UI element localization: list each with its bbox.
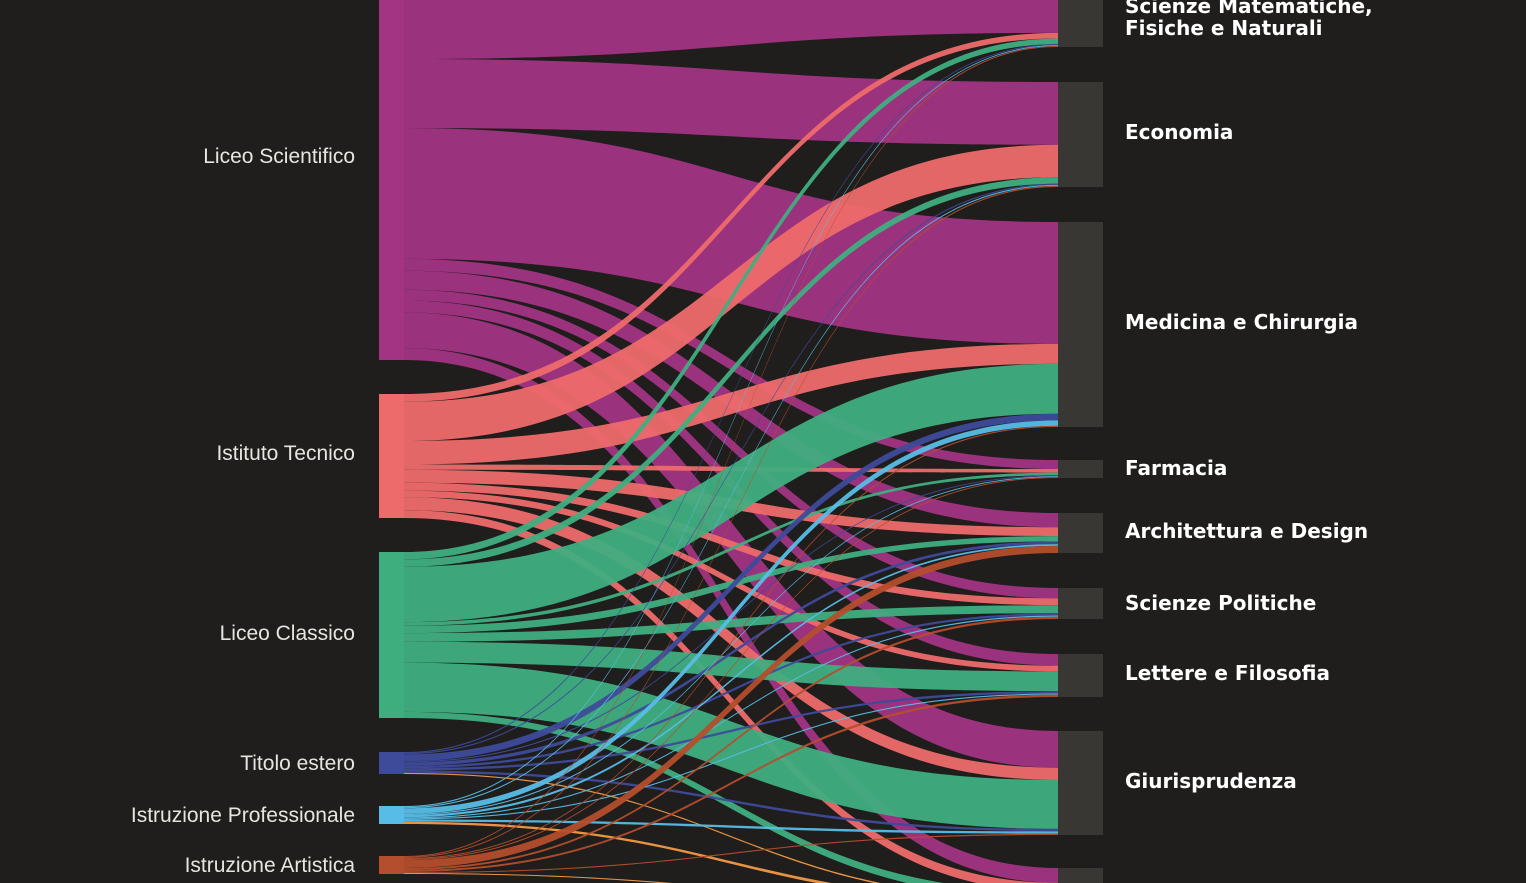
flow-it-to-med [404, 343, 1058, 465]
flow-te-to-lf [404, 691, 1058, 771]
flow-te-to-eco [404, 183, 1058, 755]
flow-ls-to-far [404, 258, 1058, 469]
flow-lc-to-smfn [404, 38, 1058, 560]
flow-ip-to-sp [404, 615, 1058, 819]
source-label-te: Titolo estero [240, 752, 355, 775]
flow-lc-to-far [404, 472, 1058, 626]
flow-te-to-sp [404, 613, 1058, 769]
source-label-ls: Liceo Scientifico [203, 145, 355, 168]
target-nodes [1058, 0, 1103, 883]
flow-ia-to-extra [404, 873, 673, 883]
flow-ia-to-lf [404, 694, 1058, 872]
flow-te-to-arc [404, 541, 1058, 766]
flow-it-to-smfn [404, 32, 1058, 402]
flow-ia-to-sp [404, 616, 1058, 870]
flow-ls-to-giu [404, 312, 1058, 768]
flow-te-to-giu [404, 770, 1058, 832]
flow-it-to-giu [404, 497, 1058, 780]
target-label-sp: Scienze Politiche [1125, 591, 1316, 615]
target-node-giu [1058, 731, 1103, 835]
flow-ip-to-arc [404, 544, 1058, 818]
source-label-ia: Istruzione Artistica [185, 854, 356, 877]
target-node-sp [1058, 588, 1103, 619]
flow-ip-to-giu [404, 819, 1058, 834]
flow-ls-to-smfn [404, 0, 1058, 60]
flow-ia-to-eco [404, 185, 1058, 858]
source-node-ls [379, 0, 404, 360]
source-node-ip [379, 806, 404, 824]
flow-ia-to-smfn [404, 46, 1058, 857]
source-label-ip: Istruzione Professionale [131, 804, 355, 827]
flow-it-to-sp [404, 482, 1058, 606]
flow-ip-to-eco [404, 184, 1058, 809]
flow-lc-to-giu [404, 662, 1058, 829]
source-node-it [379, 394, 404, 518]
target-node-med [1058, 222, 1103, 427]
flow-te-to-smfn [404, 44, 1058, 754]
flow-it-to-extra [404, 510, 1058, 883]
target-node-far [1058, 460, 1103, 478]
flow-ip-to-extra [404, 821, 832, 883]
target-node-eco [1058, 82, 1103, 187]
flow-ls-to-med [404, 128, 1058, 344]
flow-ia-to-giu [404, 833, 1058, 873]
flow-lc-to-sp [404, 605, 1058, 642]
flow-te-to-med [404, 413, 1058, 762]
source-node-lc [379, 552, 404, 718]
target-label-smfn-line-1: Scienze Matematiche, [1125, 0, 1373, 18]
source-nodes [379, 0, 404, 874]
flow-ip-to-far [404, 476, 1058, 815]
target-node-extra [1058, 868, 1103, 883]
source-node-ia [379, 856, 404, 874]
source-node-te [379, 752, 404, 774]
flows-layer [404, 0, 1058, 883]
target-label-med: Medicina e Chirurgia [1125, 310, 1358, 334]
flow-it-to-eco [404, 144, 1058, 441]
target-label-giu: Giurisprudenza [1125, 769, 1297, 793]
flow-ia-to-arc [404, 545, 1058, 868]
target-label-lf: Lettere e Filosofia [1125, 661, 1330, 685]
source-label-lc: Liceo Classico [220, 622, 355, 645]
flow-ia-to-far [404, 477, 1058, 860]
target-label-eco: Economia [1125, 120, 1233, 144]
flow-ip-to-smfn [404, 45, 1058, 808]
target-node-lf [1058, 654, 1103, 697]
flow-ls-to-sp [404, 289, 1058, 599]
flow-te-to-extra [404, 772, 881, 883]
target-node-arc [1058, 513, 1103, 553]
labels-layer: Liceo Scientifico Istituto Tecnico Liceo C… [131, 0, 1373, 877]
flow-ip-to-med [404, 420, 1058, 814]
flow-lc-to-eco [404, 177, 1058, 567]
target-node-smfn [1058, 0, 1103, 47]
flow-lc-to-med [404, 363, 1058, 623]
flow-ls-to-eco [404, 59, 1058, 145]
flow-ip-to-lf [404, 693, 1058, 820]
source-label-it: Istituto Tecnico [216, 442, 355, 465]
flow-ia-to-med [404, 425, 1058, 859]
target-label-arc: Architettura e Design [1125, 519, 1368, 543]
flow-lc-to-lf [404, 641, 1058, 692]
target-label-smfn-line-2: Fisiche e Naturali [1125, 16, 1323, 40]
target-label-far: Farmacia [1125, 456, 1227, 480]
